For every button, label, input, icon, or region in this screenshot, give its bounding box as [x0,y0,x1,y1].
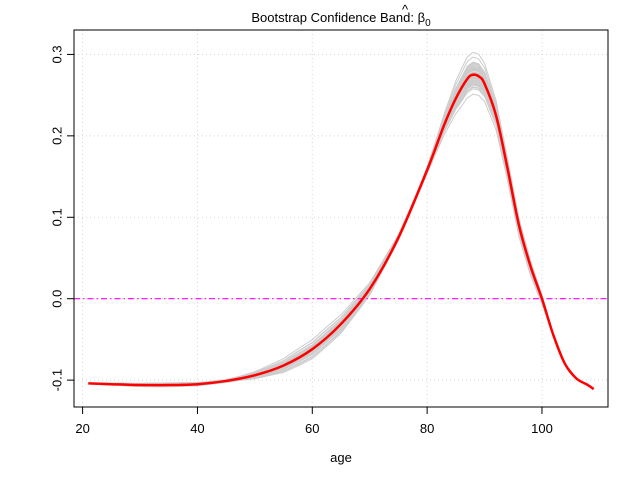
chart-title-subscript: 0 [425,18,431,29]
plot-frame [73,29,609,408]
bootstrap-replicate-line-54 [88,80,594,390]
bootstrap-replicate-line-27 [88,86,594,390]
bootstrap-replicate-line-44 [88,83,594,390]
y-tick-label-1: 0.0 [50,290,65,308]
bootstrap-replicate-line-35 [88,77,594,390]
x-tick-label-3: 80 [420,421,434,436]
grid-lines [74,30,608,407]
bootstrap-replicate-line-49 [88,82,594,390]
x-tick-label-0: 20 [75,421,89,436]
bootstrap-replicate-line-39 [88,83,594,390]
bootstrap-replicate-line-20 [88,80,594,390]
x-tick-label-1: 40 [190,421,204,436]
x-tick-label-2: 60 [305,421,319,436]
chart-title: Bootstrap Confidence Band: β0 [251,10,431,29]
axes: 20 40 60 80 100 -0.1 0.0 0.1 0.2 0.3 [50,45,553,436]
bootstrap-replicate-line-3 [88,78,594,390]
x-tick-label-4: 100 [531,421,553,436]
y-tick-label-4: 0.3 [50,45,65,63]
chart-title-text: Bootstrap Confidence Band: [251,10,417,25]
bootstrap-replicate-line-25 [88,83,594,390]
bootstrap-replicate-line-31 [88,84,594,390]
bootstrap-replicate-line-17 [88,83,594,390]
y-tick-label-3: 0.2 [50,127,65,145]
bootstrap-replicate-line-46 [88,77,594,390]
x-axis-title: age [330,450,352,465]
bootstrap-replicate-line-21 [88,79,594,390]
chart-title-hat: ^ [402,2,409,17]
y-tick-label-2: 0.1 [50,208,65,226]
estimate-series-line [88,73,595,391]
bootstrap-replicate-line-43 [88,93,594,390]
chart-title-symbol: β [418,10,425,25]
bootstrap-replicate-line-37 [88,88,594,390]
bootstrap-replicate-line-41 [88,86,594,390]
bootstrap-replicate-line-29 [88,81,594,390]
y-tick-label-0: -0.1 [50,369,65,391]
